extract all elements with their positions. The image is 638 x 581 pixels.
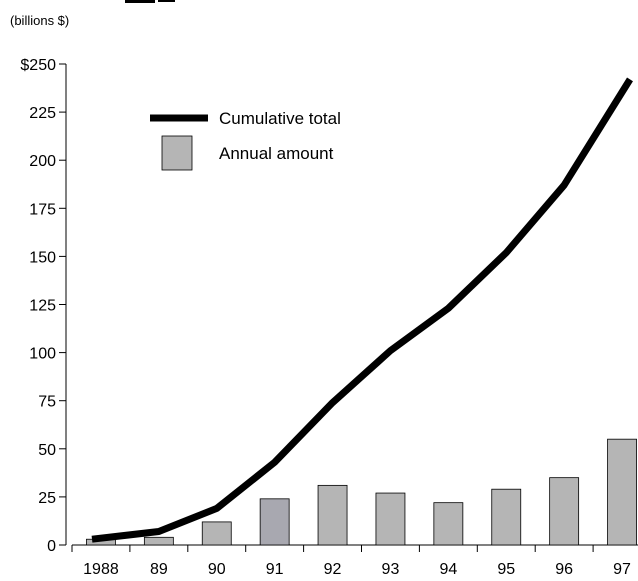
legend-label-cumulative: Cumulative total (219, 109, 341, 128)
title-fragment (125, 0, 175, 3)
y-tick-label: 200 (29, 153, 56, 170)
y-tick-label: 175 (29, 201, 56, 218)
x-tick-label: 97 (613, 561, 631, 578)
y-tick-label: 125 (29, 298, 56, 315)
legend-label-annual: Annual amount (219, 144, 334, 163)
x-tick-label: 89 (150, 561, 168, 578)
x-axis: 1988 89 90 91 92 93 94 95 96 97 (71, 544, 638, 578)
y-tick-label: 150 (29, 249, 56, 266)
bar (375, 492, 406, 546)
legend-bar-swatch (161, 135, 193, 171)
bar (433, 502, 464, 546)
x-tick-label: 91 (266, 561, 284, 578)
bar (491, 488, 522, 546)
bar (549, 477, 580, 546)
x-tick-label: 94 (439, 561, 457, 578)
bar (317, 484, 348, 546)
y-tick-label: 100 (29, 346, 56, 363)
y-tick-label: 75 (38, 394, 56, 411)
unit-label: (billions $) (10, 13, 69, 28)
y-tick-label: 50 (38, 442, 56, 459)
cumulative-line (91, 77, 633, 543)
x-tick-label: 93 (382, 561, 400, 578)
x-tick-label: 92 (324, 561, 342, 578)
legend: Cumulative total Annual amount (150, 109, 341, 171)
y-tick-label: 25 (38, 490, 56, 507)
bar (607, 438, 637, 546)
y-tick-label: $250 (20, 57, 56, 74)
cumulative-line-series (91, 77, 633, 543)
x-tick-label: 96 (555, 561, 573, 578)
x-tick-label: 95 (497, 561, 515, 578)
y-axis: $250 225 200 175 150 125 100 75 50 25 0 (20, 57, 67, 555)
bar (259, 498, 290, 546)
x-tick-label: 90 (208, 561, 226, 578)
bars-series (86, 438, 637, 546)
y-tick-label: 0 (47, 538, 56, 555)
y-tick-label: 225 (29, 105, 56, 122)
bar (143, 536, 174, 546)
x-tick-label: 1988 (83, 561, 119, 578)
bar (201, 521, 232, 546)
